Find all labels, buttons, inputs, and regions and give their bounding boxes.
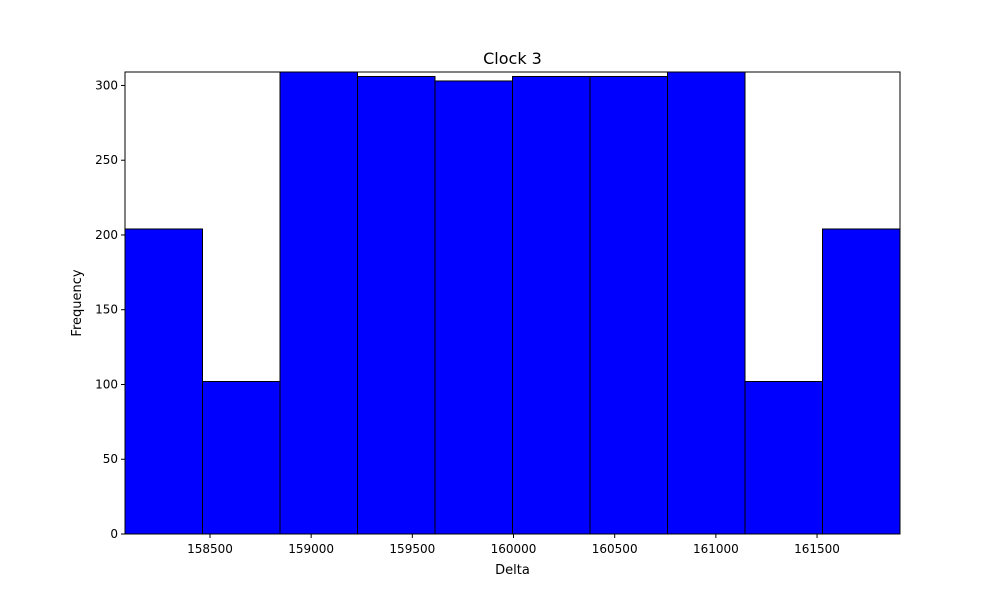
histogram-bar — [667, 71, 746, 535]
x-tick-label: 161000 — [693, 542, 739, 556]
chart-title: Clock 3 — [483, 49, 542, 68]
y-tick-label: 100 — [95, 377, 118, 391]
histogram-bar — [357, 75, 436, 535]
histogram-bar — [279, 71, 358, 535]
y-axis-ticks: 0 50 100 150 200 250 300 — [95, 78, 125, 541]
histogram-bar — [202, 380, 281, 535]
x-tick-label: 158500 — [187, 542, 233, 556]
bars-group — [124, 71, 901, 535]
histogram-bar — [124, 228, 203, 535]
x-axis-label: Delta — [495, 563, 530, 578]
y-tick-label: 150 — [95, 303, 118, 317]
y-tick-label: 300 — [95, 78, 118, 92]
x-axis-ticks: 158500 159000 159500 160000 160500 161000 1615… — [187, 534, 840, 556]
x-tick-label: 160000 — [491, 542, 537, 556]
x-tick-label: 159000 — [288, 542, 334, 556]
histogram-bar — [744, 380, 823, 535]
y-tick-label: 50 — [103, 452, 118, 466]
y-tick-label: 0 — [110, 527, 118, 541]
y-axis-label: Frequency — [70, 269, 85, 336]
histogram-bar — [434, 80, 513, 535]
histogram-bar — [589, 75, 668, 535]
x-tick-label: 160500 — [592, 542, 638, 556]
y-tick-label: 200 — [95, 228, 118, 242]
y-tick-label: 250 — [95, 153, 118, 167]
x-tick-label: 161500 — [794, 542, 840, 556]
axes-frame — [124, 71, 901, 535]
histogram-bar — [512, 75, 591, 535]
histogram-bar — [822, 228, 901, 535]
x-tick-label: 159500 — [389, 542, 435, 556]
